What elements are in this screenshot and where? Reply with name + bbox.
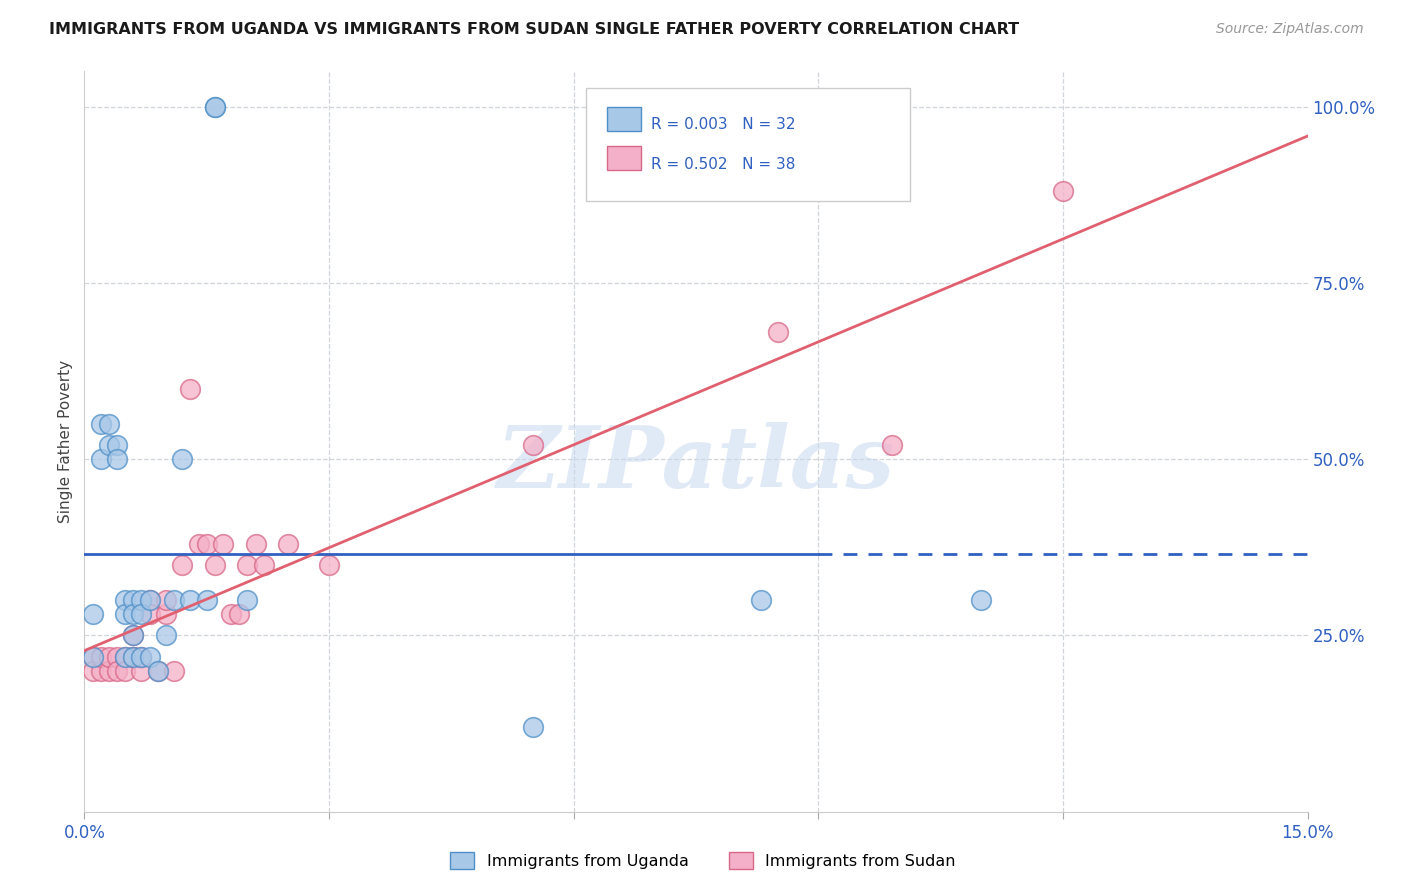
Point [1052,184,1074,198]
Point [318,558,340,572]
Point [90,417,112,431]
Point [90,664,112,678]
Point [114,593,136,607]
Point [236,558,259,572]
Y-axis label: Single Father Poverty: Single Father Poverty [58,360,73,523]
Point [179,593,201,607]
Point [163,593,186,607]
FancyBboxPatch shape [606,107,641,130]
Point [82,649,104,664]
Text: R = 0.003   N = 32: R = 0.003 N = 32 [651,117,796,131]
Point [122,649,145,664]
Point [131,664,153,678]
Point [97,438,120,452]
Point [122,649,145,664]
Point [172,558,194,572]
Point [155,628,177,642]
Point [766,325,789,339]
Point [228,607,250,622]
Point [82,664,104,678]
Point [82,607,104,622]
Text: R = 0.502   N = 38: R = 0.502 N = 38 [651,156,794,171]
Point [82,649,104,664]
Point [163,664,186,678]
Text: IMMIGRANTS FROM UGANDA VS IMMIGRANTS FROM SUDAN SINGLE FATHER POVERTY CORRELATIO: IMMIGRANTS FROM UGANDA VS IMMIGRANTS FRO… [49,22,1019,37]
Point [172,452,194,467]
Point [122,607,145,622]
Point [179,382,201,396]
Point [138,593,160,607]
Point [138,593,160,607]
Point [155,607,177,622]
Point [114,649,136,664]
Text: ZIPatlas: ZIPatlas [496,422,896,506]
Point [522,720,544,734]
Point [253,558,276,572]
Point [187,537,209,551]
Point [146,664,169,678]
Point [114,607,136,622]
Point [522,438,544,452]
Point [131,607,153,622]
Point [105,438,128,452]
FancyBboxPatch shape [606,146,641,169]
Point [245,537,267,551]
FancyBboxPatch shape [586,88,910,201]
Point [131,593,153,607]
Point [90,649,112,664]
Point [122,628,145,642]
Point [97,417,120,431]
Point [138,607,160,622]
Point [970,593,993,607]
Point [105,452,128,467]
Point [114,664,136,678]
Point [122,628,145,642]
Point [131,649,153,664]
Point [105,649,128,664]
Point [204,100,226,114]
Point [204,558,226,572]
Text: Source: ZipAtlas.com: Source: ZipAtlas.com [1216,22,1364,37]
Point [212,537,235,551]
Point [122,649,145,664]
Legend: Immigrants from Uganda, Immigrants from Sudan: Immigrants from Uganda, Immigrants from … [444,846,962,875]
Point [97,664,120,678]
Point [131,649,153,664]
Point [204,100,226,114]
Point [138,649,160,664]
Point [155,593,177,607]
Point [122,593,145,607]
Point [880,438,903,452]
Point [195,537,218,551]
Point [195,593,218,607]
Point [749,593,772,607]
Point [146,664,169,678]
Point [236,593,259,607]
Point [90,452,112,467]
Point [114,649,136,664]
Point [105,664,128,678]
Point [97,649,120,664]
Point [219,607,242,622]
Point [277,537,299,551]
